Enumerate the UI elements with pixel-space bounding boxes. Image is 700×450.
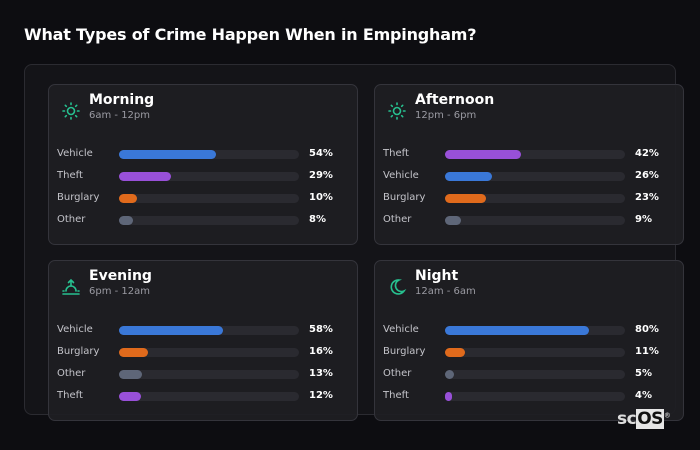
crime-percent: 54% <box>309 148 333 159</box>
crime-percent: 4% <box>635 390 652 401</box>
crime-label: Vehicle <box>383 170 419 181</box>
crime-percent: 23% <box>635 192 659 203</box>
crime-percent: 16% <box>309 346 333 357</box>
bar-track <box>119 392 299 401</box>
crime-label: Burglary <box>57 346 100 357</box>
bar-fill <box>445 370 454 379</box>
crime-row: Vehicle 54% <box>57 148 347 160</box>
crime-row: Burglary 16% <box>57 346 347 358</box>
crime-row: Burglary 11% <box>383 346 673 358</box>
crime-percent: 80% <box>635 324 659 335</box>
bar-track <box>445 194 625 203</box>
crime-percent: 26% <box>635 170 659 181</box>
crime-label: Vehicle <box>57 148 93 159</box>
crime-row: Vehicle 58% <box>57 324 347 336</box>
crime-row: Vehicle 26% <box>383 170 673 182</box>
crime-label: Burglary <box>383 192 426 203</box>
bar-track <box>445 392 625 401</box>
card-time-range: 12am - 6am <box>415 286 476 297</box>
crime-row: Other 8% <box>57 214 347 226</box>
crime-percent: 42% <box>635 148 659 159</box>
crime-percent: 29% <box>309 170 333 181</box>
bar-fill <box>119 370 143 379</box>
bar-fill <box>119 326 224 335</box>
bar-fill <box>445 392 453 401</box>
crime-row: Other 13% <box>57 368 347 380</box>
card-title: Morning <box>89 92 155 108</box>
crime-label: Theft <box>57 170 83 181</box>
bar-track <box>119 326 299 335</box>
crime-percent: 10% <box>309 192 333 203</box>
crime-row: Vehicle 80% <box>383 324 673 336</box>
page-title: What Types of Crime Happen When in Empin… <box>24 25 477 44</box>
bar-track <box>119 172 299 181</box>
crime-row: Theft 42% <box>383 148 673 160</box>
sun-icon <box>387 101 407 121</box>
card-time-range: 6am - 12pm <box>89 110 151 121</box>
bar-fill <box>445 348 465 357</box>
crime-row: Theft 12% <box>57 390 347 402</box>
crime-percent: 13% <box>309 368 333 379</box>
bar-track <box>119 216 299 225</box>
crime-row: Theft 29% <box>57 170 347 182</box>
card-title: Afternoon <box>415 92 495 108</box>
sunset-icon <box>61 277 81 297</box>
crime-row: Other 9% <box>383 214 673 226</box>
crime-percent: 12% <box>309 390 333 401</box>
bar-fill <box>445 326 589 335</box>
bar-track <box>119 348 299 357</box>
bar-track <box>119 194 299 203</box>
crime-label: Vehicle <box>383 324 419 335</box>
card-afternoon: Afternoon 12pm - 6pm Theft 42% Vehicle 2… <box>374 84 684 245</box>
crime-label: Burglary <box>383 346 426 357</box>
crime-label: Theft <box>383 390 409 401</box>
bar-fill <box>445 172 492 181</box>
bar-track <box>445 370 625 379</box>
moon-icon <box>387 277 407 297</box>
crime-row: Other 5% <box>383 368 673 380</box>
scos-logo: scOS® <box>617 409 671 429</box>
bar-fill <box>119 392 141 401</box>
crime-label: Theft <box>57 390 83 401</box>
bar-track <box>445 150 625 159</box>
card-morning: Morning 6am - 12pm Vehicle 54% Theft 29%… <box>48 84 358 245</box>
sun-icon <box>61 101 81 121</box>
bar-track <box>445 348 625 357</box>
crime-row: Burglary 23% <box>383 192 673 204</box>
crime-label: Other <box>57 368 86 379</box>
bar-track <box>445 216 625 225</box>
bar-fill <box>119 194 137 203</box>
bar-track <box>119 370 299 379</box>
bar-fill <box>119 172 172 181</box>
bar-track <box>119 150 299 159</box>
card-time-range: 6pm - 12am <box>89 286 151 297</box>
card-evening: Evening 6pm - 12am Vehicle 58% Burglary … <box>48 260 358 421</box>
bar-fill <box>445 216 462 225</box>
crime-percent: 11% <box>635 346 659 357</box>
bar-track <box>445 172 625 181</box>
bar-fill <box>445 150 521 159</box>
crime-label: Other <box>383 214 412 225</box>
bar-fill <box>445 194 487 203</box>
crime-label: Other <box>383 368 412 379</box>
crime-row: Burglary 10% <box>57 192 347 204</box>
crime-label: Burglary <box>57 192 100 203</box>
crime-percent: 58% <box>309 324 333 335</box>
card-title: Night <box>415 268 459 284</box>
crime-label: Theft <box>383 148 409 159</box>
bar-fill <box>119 348 148 357</box>
crime-percent: 9% <box>635 214 652 225</box>
card-night: Night 12am - 6am Vehicle 80% Burglary 11… <box>374 260 684 421</box>
crime-row: Theft 4% <box>383 390 673 402</box>
card-title: Evening <box>89 268 152 284</box>
bar-fill <box>119 150 217 159</box>
crime-label: Vehicle <box>57 324 93 335</box>
crime-percent: 8% <box>309 214 326 225</box>
crime-percent: 5% <box>635 368 652 379</box>
crime-label: Other <box>57 214 86 225</box>
card-time-range: 12pm - 6pm <box>415 110 477 121</box>
bar-fill <box>119 216 134 225</box>
bar-track <box>445 326 625 335</box>
